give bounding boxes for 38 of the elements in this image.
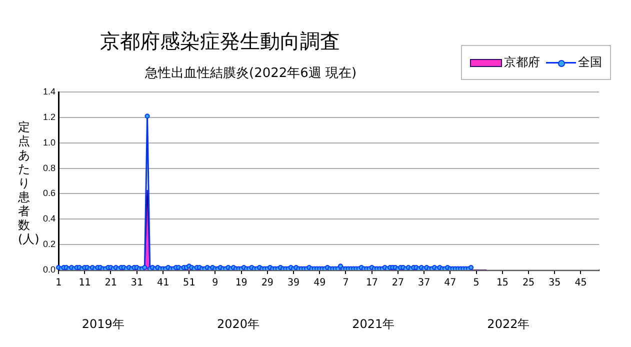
x-tick-label: 29 xyxy=(261,278,274,289)
x-tick-label: 7 xyxy=(342,278,349,289)
x-tick-label: 1 xyxy=(55,278,62,289)
x-tick-label: 21 xyxy=(104,278,117,289)
text: 2020年 xyxy=(216,316,260,333)
y-tick-label: 0.6 xyxy=(42,188,56,198)
text: 2021年 xyxy=(352,316,395,333)
x-tick-label: 15 xyxy=(496,278,508,289)
text: 定点あたり患者数(人) xyxy=(18,120,40,246)
chart-title: 京都府感染症発生動向調査 xyxy=(100,28,340,55)
x-tick-label: 41 xyxy=(156,278,169,289)
x-tick-label: 27 xyxy=(392,278,404,289)
x-tick-label: 37 xyxy=(418,278,430,289)
text: 2022年 xyxy=(487,316,530,333)
y-tick-label: 0.4 xyxy=(42,214,56,224)
x-tick-label: 49 xyxy=(314,278,326,289)
x-tick-label: 35 xyxy=(548,278,561,289)
y-tick-label: 0.0 xyxy=(42,264,56,274)
x-tick-label: 25 xyxy=(522,278,535,289)
y-tick-label: 0.8 xyxy=(42,162,56,173)
x-tick-label: 51 xyxy=(183,278,196,289)
chart-subtitle: 急性出血性結膜炎(2022年6週 現在) xyxy=(145,65,357,82)
x-tick-label: 19 xyxy=(235,278,248,289)
x-tick-label: 39 xyxy=(287,278,300,289)
y-tick-label: 1.2 xyxy=(42,112,56,122)
legend-label: 全国 xyxy=(578,54,602,71)
legend-label: 京都府 xyxy=(504,54,540,71)
x-tick-label: 47 xyxy=(444,278,456,289)
x-tick-label: 31 xyxy=(130,278,143,289)
text: 2019年 xyxy=(82,316,124,333)
x-tick-label: 5 xyxy=(473,278,480,289)
x-tick-label: 45 xyxy=(574,278,587,289)
y-tick-label: 0.2 xyxy=(42,239,56,250)
x-tick-label: 11 xyxy=(78,278,91,289)
y-tick-label: 1.4 xyxy=(42,86,56,96)
x-tick-label: 17 xyxy=(366,278,378,289)
x-tick-label: 9 xyxy=(212,278,218,289)
y-tick-label: 1.0 xyxy=(42,137,56,148)
